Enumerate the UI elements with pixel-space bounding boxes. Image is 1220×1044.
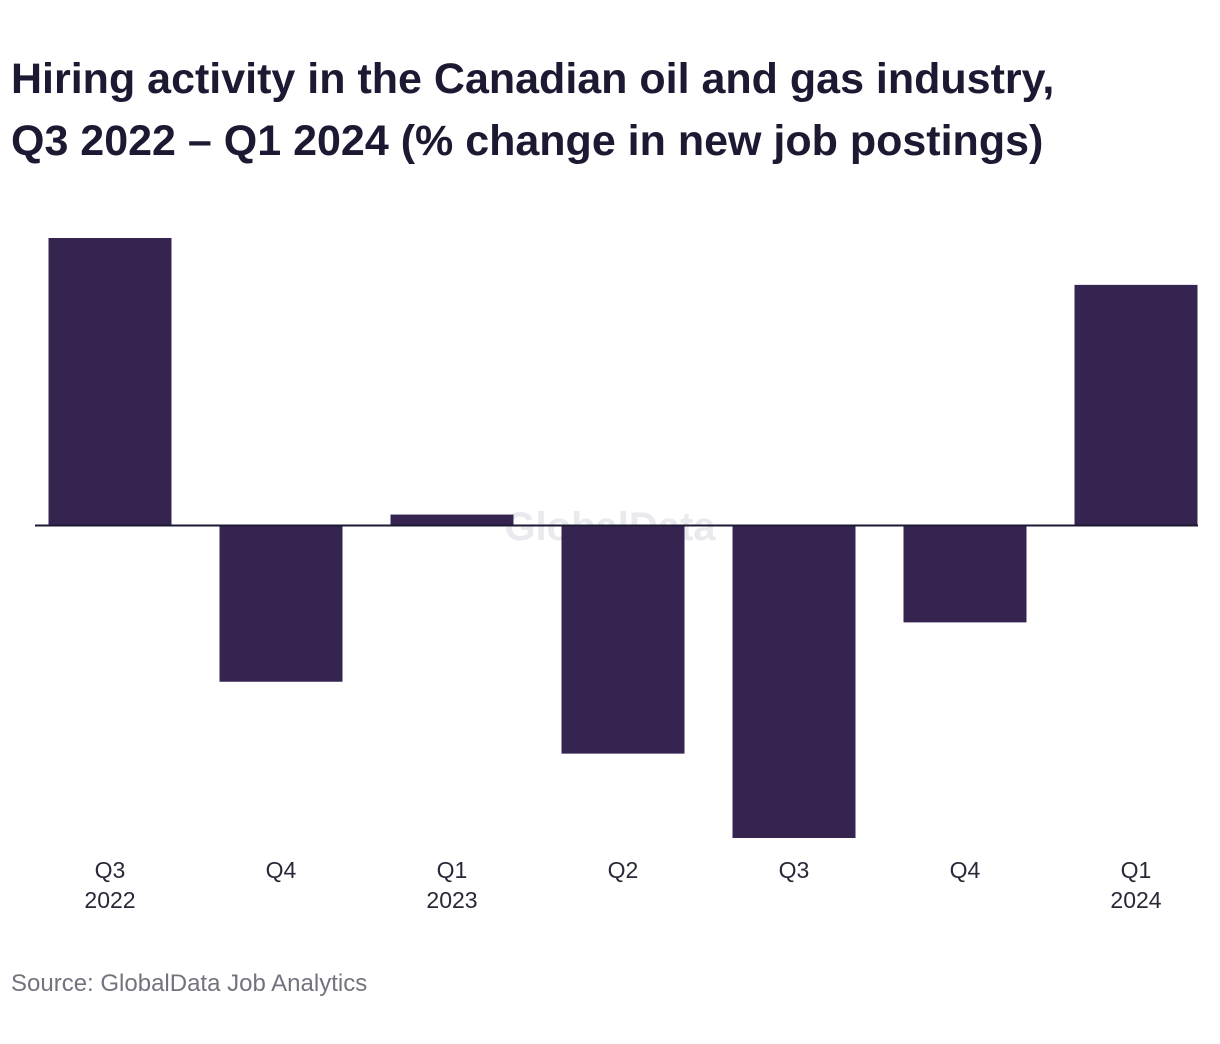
- x-tick-label-1-0: Q4: [266, 857, 297, 883]
- x-tick-label-0-1: 2022: [84, 887, 135, 913]
- x-tick-label-3-0: Q2: [608, 857, 639, 883]
- bar-6: [1074, 284, 1198, 526]
- x-tick-label-4-0: Q3: [779, 857, 810, 883]
- bar-5: [903, 525, 1027, 623]
- chart-title-line-2: Q3 2022 – Q1 2024 (% change in new job p…: [11, 117, 1044, 165]
- chart-title: Hiring activity in the Canadian oil and …: [11, 48, 1211, 172]
- x-axis-tick-labels: Q3 2022 Q4 Q1 2023 Q2 Q3 Q4 Q1 2024: [84, 857, 1161, 913]
- x-tick-label-6-0: Q1: [1121, 857, 1152, 883]
- x-tick-label-0-0: Q3: [95, 857, 126, 883]
- bar-0: [48, 238, 172, 526]
- source-note: Source: GlobalData Job Analytics: [11, 970, 368, 997]
- bar-3: [561, 525, 685, 754]
- x-tick-label-6-1: 2024: [1110, 887, 1161, 913]
- bar-1: [219, 525, 343, 682]
- bars-group: [48, 238, 1198, 838]
- bar-4: [732, 525, 856, 838]
- x-tick-label-2-1: 2023: [426, 887, 477, 913]
- chart-title-line-1: Hiring activity in the Canadian oil and …: [11, 55, 1055, 103]
- bar-2: [390, 514, 514, 526]
- x-tick-label-5-0: Q4: [950, 857, 981, 883]
- x-tick-label-2-0: Q1: [437, 857, 468, 883]
